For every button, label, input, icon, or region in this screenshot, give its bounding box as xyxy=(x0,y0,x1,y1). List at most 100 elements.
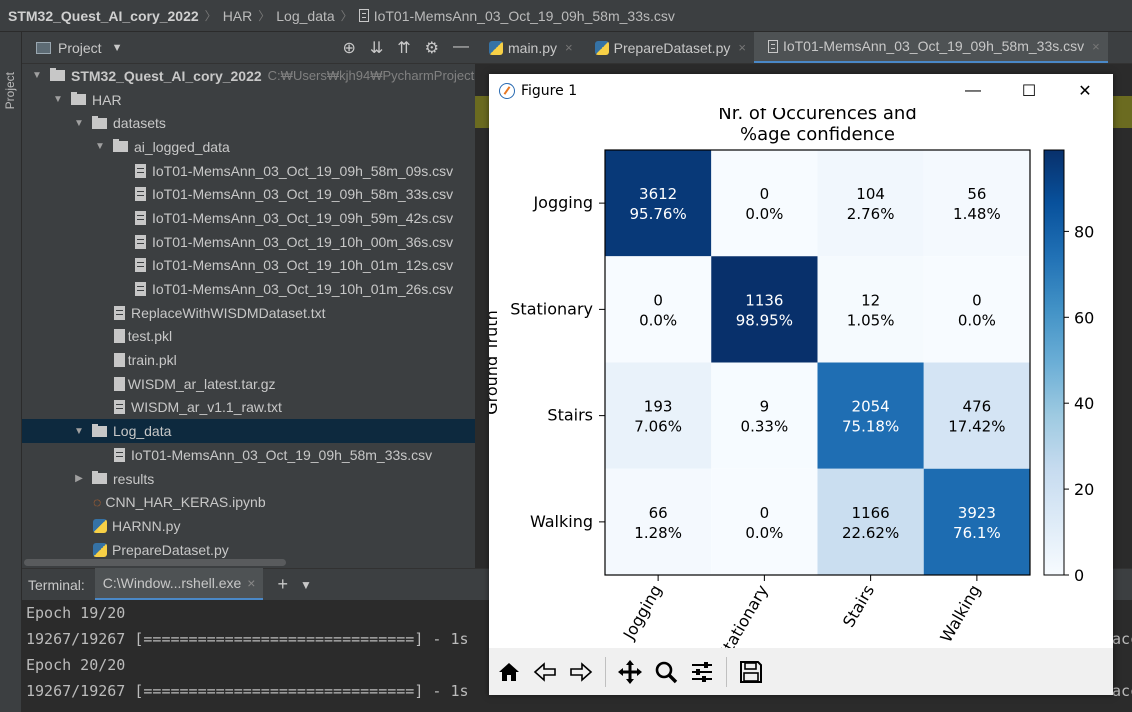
tree-item[interactable]: ◌ CNN_HAR_KERAS.ipynb xyxy=(22,490,475,514)
tree-item[interactable]: IoT01-MemsAnn_03_Oct_19_09h_59m_42s.csv xyxy=(22,206,475,230)
tree-item[interactable]: WISDM_ar_v1.1_raw.txt xyxy=(22,396,475,420)
new-terminal-icon[interactable]: + xyxy=(277,574,288,594)
tree-item[interactable]: IoT01-MemsAnn_03_Oct_19_10h_00m_36s.csv xyxy=(22,230,475,254)
home-button[interactable] xyxy=(493,654,525,690)
cell-count-label: 3923 xyxy=(958,504,996,522)
breadcrumb-file[interactable]: IoT01-MemsAnn_03_Oct_19_09h_58m_33s.csv xyxy=(373,7,675,24)
project-view-selector[interactable]: Project xyxy=(58,39,102,56)
tree-item[interactable]: IoT01-MemsAnn_03_Oct_19_09h_58m_33s.csv xyxy=(22,182,475,206)
cell-percent-label: 2.76% xyxy=(847,205,895,223)
tree-item[interactable]: HARNN.py xyxy=(22,514,475,538)
tree-item[interactable]: ▼ Log_data xyxy=(22,419,475,443)
colorbar xyxy=(1043,149,1065,576)
cell-percent-label: 0.0% xyxy=(639,311,677,329)
text-file-icon xyxy=(767,39,778,53)
editor-tab[interactable]: IoT01-MemsAnn_03_Oct_19_09h_58m_33s.csv × xyxy=(753,32,1108,63)
breadcrumb-log-data[interactable]: Log_data xyxy=(276,7,335,24)
y-tick-label: Stationary xyxy=(510,299,593,318)
heatmap-cell xyxy=(817,362,924,469)
heatmap-cell xyxy=(923,362,1030,469)
python-file-icon xyxy=(594,40,609,55)
colorbar-tick-label: 60 xyxy=(1074,308,1094,327)
heatmap-cell xyxy=(923,256,1030,363)
heatmap-cell xyxy=(817,256,924,363)
chevron-right-icon[interactable]: ▶ xyxy=(75,473,83,485)
minimize-button[interactable]: — xyxy=(965,82,981,99)
project-tool-button[interactable]: Project xyxy=(3,72,17,110)
chevron-down-icon[interactable]: ▼ xyxy=(53,94,63,106)
tree-item-label: IoT01-MemsAnn_03_Oct_19_10h_00m_36s.csv xyxy=(152,233,454,250)
tree-item[interactable]: PrepareDataset.py xyxy=(22,538,475,562)
terminal-label: Terminal: xyxy=(28,576,85,593)
tree-horizontal-scrollbar[interactable] xyxy=(24,559,286,566)
save-button[interactable] xyxy=(735,654,767,690)
tree-item[interactable]: ▶ results xyxy=(22,467,475,491)
tree-item[interactable]: ▼ HAR xyxy=(22,88,475,112)
tree-item-label: test.pkl xyxy=(127,328,173,345)
colorbar-tick-label: 0 xyxy=(1074,566,1084,585)
cell-count-label: 3612 xyxy=(639,185,677,203)
terminal-right-fragment: acc xyxy=(1112,630,1132,648)
tree-item[interactable]: IoT01-MemsAnn_03_Oct_19_09h_58m_09s.csv xyxy=(22,159,475,183)
tree-item[interactable]: IoT01-MemsAnn_03_Oct_19_09h_58m_33s.csv xyxy=(22,443,475,467)
chevron-down-icon[interactable]: ▼ xyxy=(32,70,42,82)
tree-item[interactable]: ?WISDM_ar_latest.tar.gz xyxy=(22,372,475,396)
chevron-right-icon: 〉 xyxy=(340,9,353,23)
heatmap-cell xyxy=(605,150,712,257)
editor-tab[interactable]: main.py × xyxy=(475,32,581,63)
cell-count-label: 66 xyxy=(649,504,668,522)
editor-tab[interactable]: PrepareDataset.py × xyxy=(581,32,754,63)
close-icon[interactable]: × xyxy=(1092,38,1100,54)
editor-tab-label: main.py xyxy=(508,39,558,56)
cell-count-label: 1166 xyxy=(852,504,890,522)
tree-item[interactable]: ▼ STM32_Quest_AI_cory_2022 C:₩Users₩kjh94₩… xyxy=(22,64,475,88)
tree-item[interactable]: ReplaceWithWISDMDataset.txt xyxy=(22,301,475,325)
chevron-down-icon[interactable]: ▼ xyxy=(95,141,105,153)
maximize-button[interactable]: ☐ xyxy=(1021,83,1037,100)
tree-item[interactable]: IoT01-MemsAnn_03_Oct_19_10h_01m_26s.csv xyxy=(22,277,475,301)
expand-all-icon[interactable]: ⇊ xyxy=(369,40,384,57)
tree-item[interactable]: IoT01-MemsAnn_03_Oct_19_10h_01m_12s.csv xyxy=(22,254,475,278)
zoom-button[interactable] xyxy=(650,654,682,690)
tree-item[interactable]: ?train.pkl xyxy=(22,348,475,372)
tree-item[interactable]: ▼ ai_logged_data xyxy=(22,135,475,159)
terminal-tab-label: C:\Window...rshell.exe xyxy=(102,575,242,591)
home-icon xyxy=(499,662,519,681)
chevron-down-icon[interactable]: ▼ xyxy=(300,577,312,592)
close-icon[interactable]: × xyxy=(738,40,746,55)
close-icon[interactable]: × xyxy=(247,575,256,591)
pan-button[interactable] xyxy=(614,654,646,690)
plot-canvas[interactable]: Nr. of Occurences and %age confidence 3612… xyxy=(489,108,1113,648)
text-file-icon xyxy=(135,210,146,225)
breadcrumb-har[interactable]: HAR xyxy=(222,7,253,24)
tree-item-label: IoT01-MemsAnn_03_Oct_19_09h_58m_33s.csv xyxy=(152,186,454,203)
subplots-button[interactable] xyxy=(686,654,718,690)
figure-titlebar[interactable]: Figure 1 xyxy=(489,74,1113,108)
forward-button[interactable] xyxy=(565,654,597,690)
heatmap-cell xyxy=(923,150,1030,257)
gear-icon[interactable]: ⚙ xyxy=(424,40,439,57)
breadcrumb-project[interactable]: STM32_Quest_AI_cory_2022 xyxy=(8,7,199,24)
heatmap-cell xyxy=(923,468,1030,575)
colorbar-tick-label: 20 xyxy=(1074,480,1094,499)
cell-count-label: 9 xyxy=(760,398,770,416)
close-button[interactable]: ✕ xyxy=(1078,83,1092,100)
tree-item[interactable]: ▼ datasets xyxy=(22,111,475,135)
matplotlib-icon xyxy=(499,83,515,99)
hide-icon[interactable]: — xyxy=(453,38,469,55)
unknown-file-icon xyxy=(114,353,125,368)
tree-item-label: ReplaceWithWISDMDataset.txt xyxy=(131,304,326,321)
terminal-tab[interactable]: C:\Window...rshell.exe × xyxy=(94,568,264,601)
x-tick-label: Stationary xyxy=(714,582,772,649)
cell-count-label: 0 xyxy=(760,504,770,522)
chevron-down-icon[interactable]: ▼ xyxy=(74,425,84,437)
locate-icon[interactable]: ⊕ xyxy=(342,40,356,57)
tree-item[interactable]: ?test.pkl xyxy=(22,325,475,349)
x-tick-label: Jogging xyxy=(619,582,666,644)
chevron-down-icon[interactable]: ▼ xyxy=(74,117,84,129)
back-button[interactable] xyxy=(529,654,561,690)
chevron-down-icon[interactable]: ▼ xyxy=(111,41,123,54)
save-icon xyxy=(740,660,762,683)
close-icon[interactable]: × xyxy=(565,40,573,55)
collapse-all-icon[interactable]: ⇈ xyxy=(397,40,411,57)
